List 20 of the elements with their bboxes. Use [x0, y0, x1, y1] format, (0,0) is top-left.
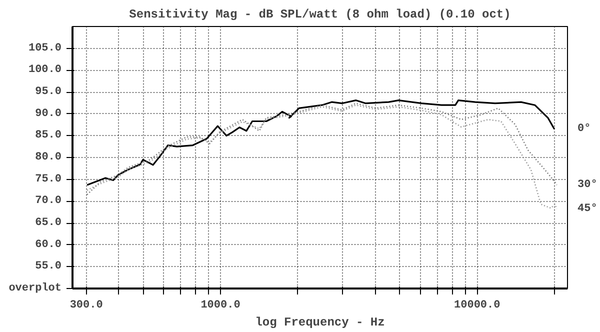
x-tick-label: 10000.0 [454, 300, 500, 312]
y-tick-label: 80.0 [35, 152, 62, 164]
x-tick-label: 1000.0 [200, 300, 240, 312]
series-label: 30° [578, 179, 598, 192]
y-tick-label: 100.0 [28, 64, 62, 76]
y-tick-label: 95.0 [35, 86, 62, 98]
y-tick-label: 90.0 [35, 108, 62, 120]
y-tick-label: 70.0 [35, 195, 62, 208]
text: 0° [578, 123, 591, 136]
y-tick-label: 65.0 [35, 217, 62, 229]
chart-title: Sensitivity Mag - dB SPL/watt (8 ohm load) (0.10 oct) [129, 8, 511, 22]
y-tick-label: 85.0 [35, 130, 62, 142]
y-tick-label: 55.0 [35, 260, 62, 273]
text: overplot [8, 282, 62, 294]
x-axis-title: log Frequency - Hz [255, 316, 385, 330]
y-tick-label: 60.0 [35, 238, 62, 251]
series-label: 45° [578, 203, 598, 216]
y-tick-label: 105.0 [28, 42, 62, 54]
y-tick-label: 75.0 [35, 173, 62, 186]
x-tick-label: 300.0 [70, 300, 103, 312]
